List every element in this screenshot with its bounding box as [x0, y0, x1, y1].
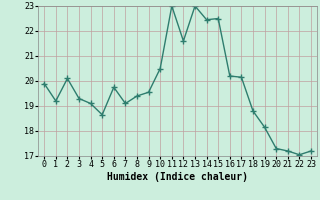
X-axis label: Humidex (Indice chaleur): Humidex (Indice chaleur) [107, 172, 248, 182]
